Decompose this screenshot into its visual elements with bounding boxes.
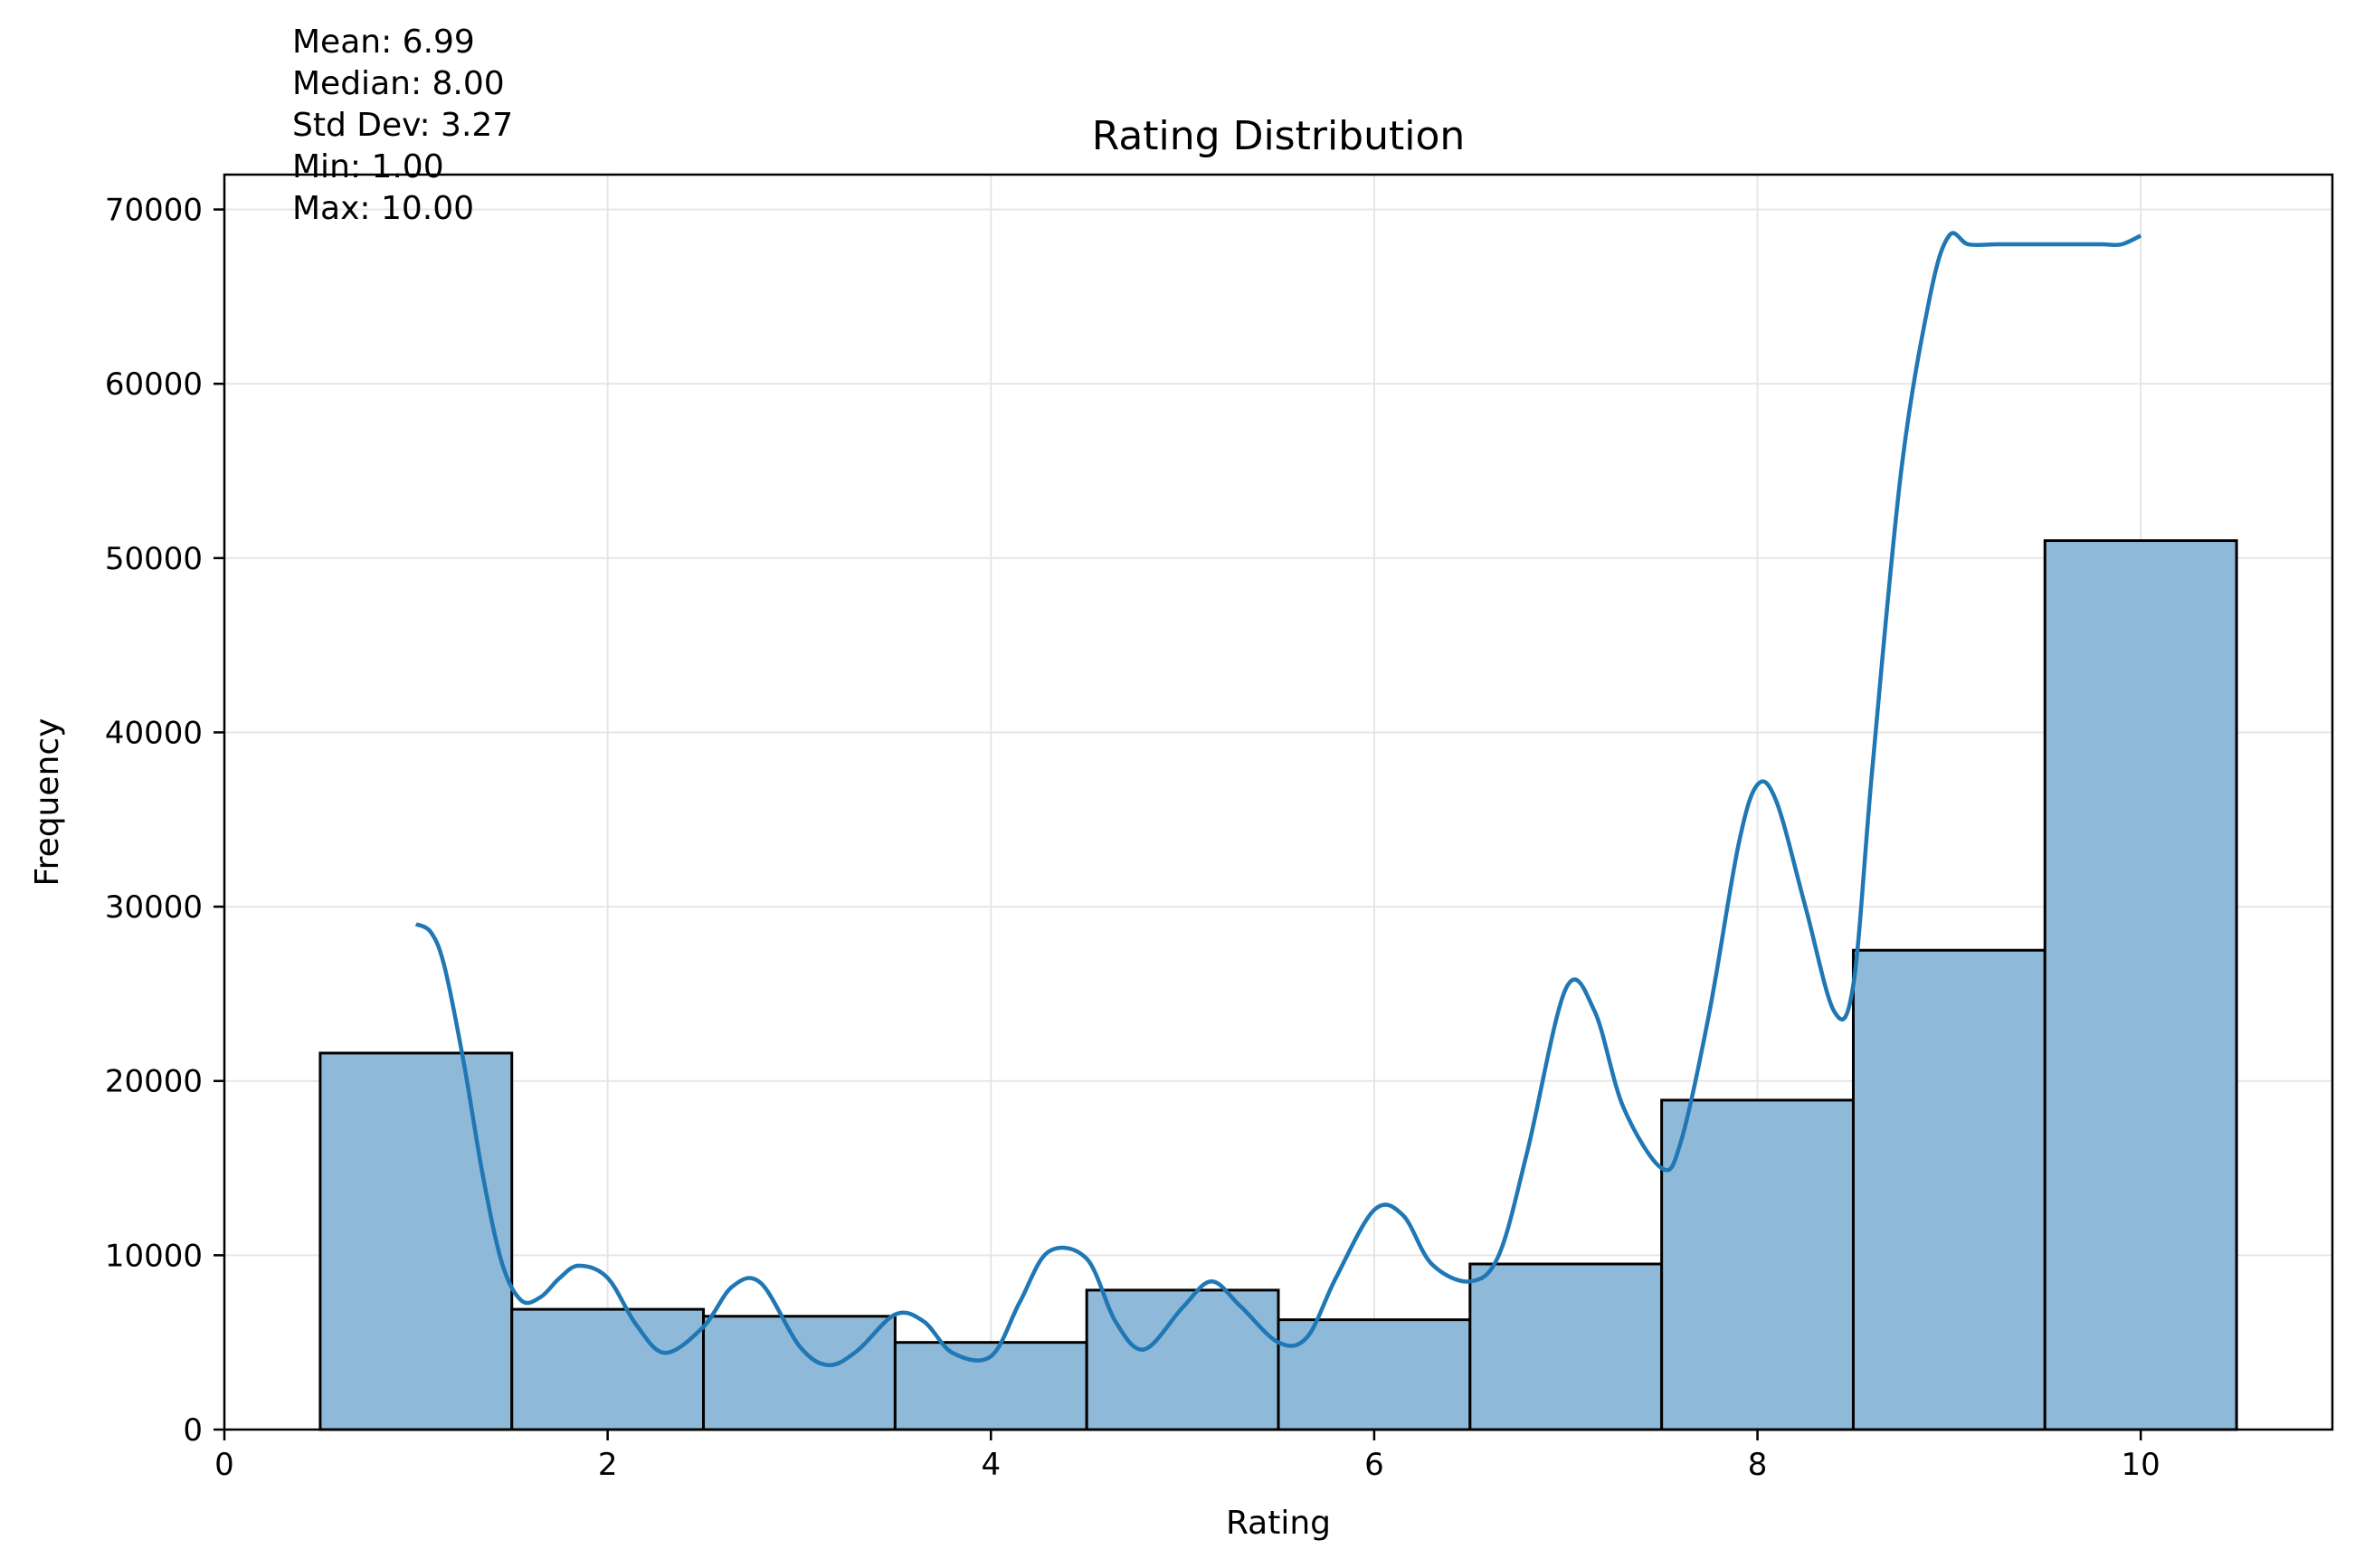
y-tick-label: 10000 [105, 1238, 203, 1274]
stat-line: Min: 1.00 [292, 148, 444, 185]
x-tick-label: 8 [1748, 1447, 1768, 1483]
y-tick-label: 0 [183, 1412, 203, 1449]
x-tick-label: 6 [1364, 1447, 1384, 1483]
tick-labels: 0 2 4 6 8 10 0 10000 20000 30000 40000 50000 60000 70… [105, 193, 2160, 1483]
axes [223, 173, 2334, 1431]
kde-curve [414, 231, 2142, 1367]
stat-line: Std Dev: 3.27 [292, 107, 513, 144]
histogram-bar [1851, 948, 2046, 1431]
summary-stats: Mean: 6.99 Median: 8.00 Std Dev: 3.27 Min: … [292, 24, 513, 227]
y-tick-label: 50000 [105, 541, 203, 577]
histogram-bar [702, 1315, 897, 1431]
y-tick-label: 60000 [105, 366, 203, 403]
histogram-bar [1277, 1318, 1472, 1431]
histogram-bar [1468, 1262, 1664, 1431]
stat-line: Max: 10.00 [292, 190, 474, 227]
chart-title: Rating Distribution [1092, 113, 1466, 159]
histogram-bar [1660, 1098, 1855, 1431]
kde-curve-layer [414, 231, 2142, 1367]
x-tick-label: 10 [2122, 1447, 2160, 1483]
x-axis-label: Rating [1226, 1505, 1331, 1542]
y-tick-label: 20000 [105, 1064, 203, 1100]
y-tick-label: 70000 [105, 193, 203, 229]
y-tick-label: 40000 [105, 715, 203, 751]
x-tick-label: 0 [214, 1447, 234, 1483]
histogram-bar [318, 1051, 514, 1431]
x-tick-label: 4 [981, 1447, 1001, 1483]
plot-frame [223, 173, 2334, 1431]
x-tick-label: 2 [598, 1447, 618, 1483]
histogram-bar [1085, 1288, 1280, 1431]
histogram-bar [510, 1307, 706, 1431]
y-tick-label: 30000 [105, 889, 203, 926]
stat-line: Median: 8.00 [292, 65, 505, 102]
y-axis-label: Frequency [29, 718, 66, 887]
histogram-bar [2043, 539, 2238, 1431]
histogram-bars [318, 539, 2238, 1431]
stat-line: Mean: 6.99 [292, 24, 475, 61]
